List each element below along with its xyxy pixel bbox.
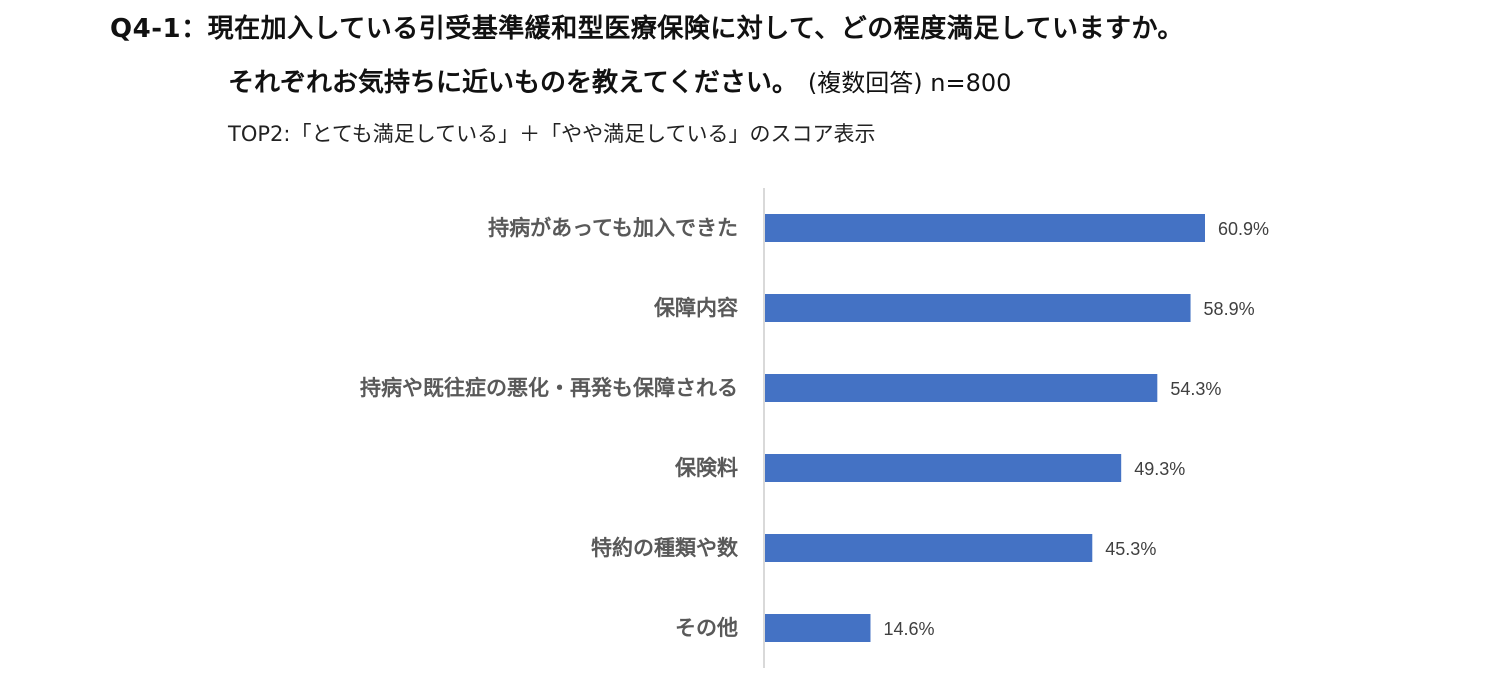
- question-text: 現在加入している引受基準緩和型医療保険に対して、どの程度満足していますか。: [207, 14, 1184, 44]
- bar: [765, 614, 871, 642]
- category-label: 保険料: [674, 456, 738, 480]
- bar: [765, 534, 1093, 562]
- value-label: 49.3%: [1134, 459, 1185, 479]
- bar: [765, 294, 1191, 322]
- category-label: 保障内容: [653, 296, 738, 320]
- value-label: 54.3%: [1170, 379, 1221, 399]
- bar: [765, 454, 1122, 482]
- question-title-line2: それぞれお気持ちに近いものを教えてください。 (複数回答) n=800: [228, 62, 1011, 99]
- category-label: 持病があっても加入できた: [488, 216, 738, 240]
- question-title: Q4-1：現在加入している引受基準緩和型医療保険に対して、どの程度満足しています…: [110, 8, 1184, 45]
- category-label: 特約の種類や数: [591, 536, 739, 560]
- question-note: (複数回答) n=800: [807, 69, 1012, 97]
- chart-subtitle: TOP2:「とても満足している」＋「やや満足している」のスコア表示: [228, 122, 876, 146]
- category-label: 持病や既往症の悪化・再発も保障される: [360, 376, 738, 400]
- question-id: Q4-1：: [110, 14, 208, 44]
- category-label: その他: [675, 616, 738, 640]
- bar: [765, 214, 1205, 242]
- value-label: 60.9%: [1218, 219, 1269, 239]
- bar: [765, 374, 1158, 402]
- question-text-2: それぞれお気持ちに近いものを教えてください。: [228, 68, 798, 98]
- value-label: 14.6%: [883, 619, 934, 639]
- value-label: 45.3%: [1105, 539, 1156, 559]
- value-label: 58.9%: [1204, 299, 1255, 319]
